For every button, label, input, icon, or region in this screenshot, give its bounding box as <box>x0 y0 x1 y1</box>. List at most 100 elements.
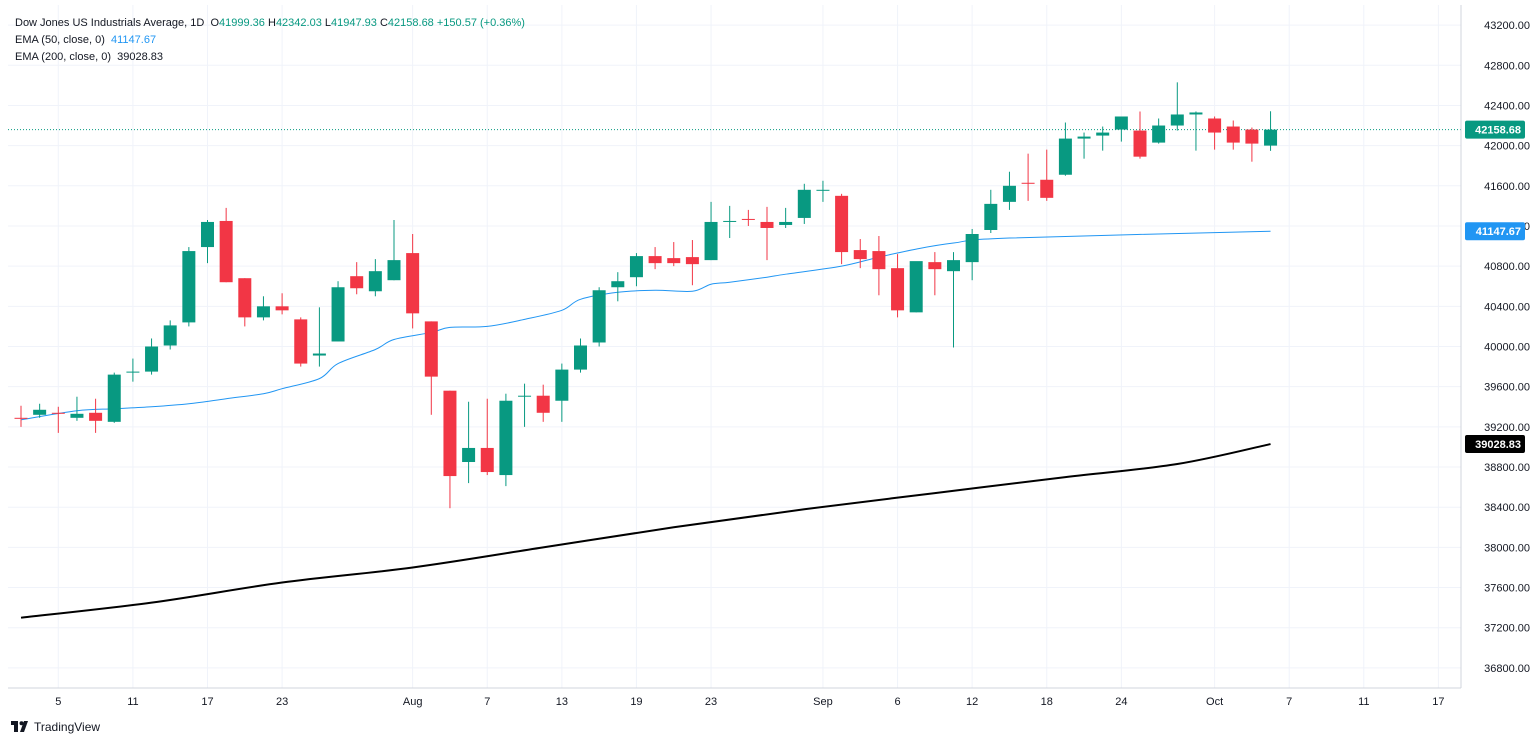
candle[interactable] <box>107 372 121 423</box>
candle[interactable] <box>816 180 830 202</box>
candle[interactable] <box>797 183 811 224</box>
tradingview-brand[interactable]: TradingView <box>11 720 100 734</box>
candle[interactable] <box>499 393 513 487</box>
price-tick-label: 39200.00 <box>1484 422 1530 434</box>
candle[interactable] <box>275 293 289 315</box>
candle[interactable] <box>312 307 326 367</box>
time-tick-label: 19 <box>630 696 642 708</box>
candle[interactable] <box>424 321 438 415</box>
ema200-value: 39028.83 <box>117 51 164 63</box>
candle-body <box>182 251 196 323</box>
candle-body <box>1002 185 1016 202</box>
candle[interactable] <box>835 193 849 265</box>
time-tick-label: 11 <box>1358 696 1369 708</box>
candle[interactable] <box>909 261 923 313</box>
candle[interactable] <box>1264 111 1278 151</box>
candle[interactable] <box>331 281 345 342</box>
candle[interactable] <box>965 228 979 281</box>
candle[interactable] <box>779 207 793 228</box>
candle[interactable] <box>219 207 233 283</box>
candle[interactable] <box>629 253 643 287</box>
candle[interactable] <box>1021 153 1035 201</box>
symbol-title[interactable]: Dow Jones US Industrials Average, 1D <box>15 17 205 29</box>
candle[interactable] <box>387 219 401 281</box>
candle[interactable] <box>1040 149 1054 201</box>
time-tick-label: Oct <box>1206 696 1223 708</box>
candle-body <box>947 260 960 272</box>
candle[interactable] <box>462 401 476 484</box>
tradingview-logo-icon <box>11 721 28 732</box>
candle[interactable] <box>611 272 625 302</box>
candle[interactable] <box>1245 127 1259 162</box>
candle[interactable] <box>555 363 569 422</box>
grid <box>8 5 1461 688</box>
candle[interactable] <box>872 236 886 296</box>
candle[interactable] <box>667 242 681 267</box>
candle[interactable] <box>294 317 308 367</box>
candle[interactable] <box>1170 82 1184 131</box>
candle[interactable] <box>723 205 737 239</box>
candle[interactable] <box>704 201 718 261</box>
candle[interactable] <box>1189 111 1203 151</box>
candle-body <box>312 353 326 356</box>
legend-ema200-row[interactable]: EMA (200, close, 0) 39028.83 <box>15 49 525 66</box>
candle[interactable] <box>574 338 587 373</box>
candle[interactable] <box>648 247 662 270</box>
candle[interactable] <box>480 398 494 476</box>
candle[interactable] <box>518 383 532 427</box>
candle[interactable] <box>1152 118 1166 144</box>
candle-body <box>499 400 513 476</box>
candle[interactable] <box>368 259 382 297</box>
brand-name: TradingView <box>34 720 101 734</box>
candle-body <box>835 195 849 253</box>
candle[interactable] <box>238 278 252 327</box>
candle[interactable] <box>1208 116 1222 150</box>
candle[interactable] <box>201 219 214 264</box>
time-axis[interactable]: 5 11 17 23 Aug 7 13 19 23 Sep 6 12 18 24 Oct 7 11 17 <box>55 696 1444 708</box>
candle[interactable] <box>1077 132 1091 159</box>
price-tick-label: 43200.00 <box>1484 20 1530 32</box>
candle[interactable] <box>947 252 960 348</box>
ema200-label: EMA (200, close, 0) <box>15 51 111 63</box>
candle-body <box>14 417 28 419</box>
candle[interactable] <box>51 406 65 433</box>
candle[interactable] <box>256 296 270 321</box>
price-tick-label: 40400.00 <box>1484 301 1530 313</box>
candle[interactable] <box>1096 126 1110 151</box>
candle[interactable] <box>70 396 84 421</box>
candle[interactable] <box>1226 120 1240 150</box>
candle-body <box>51 412 65 414</box>
candle-body <box>145 346 159 372</box>
candle[interactable] <box>891 254 905 318</box>
legend-ema50-row[interactable]: EMA (50, close, 0) 41147.67 <box>15 32 525 49</box>
candle[interactable] <box>1058 122 1072 176</box>
candle[interactable] <box>350 262 364 295</box>
close-label: C <box>379 17 388 29</box>
candle[interactable] <box>182 247 196 327</box>
candle[interactable] <box>592 287 606 347</box>
candle[interactable] <box>685 240 699 286</box>
candle[interactable] <box>89 398 103 433</box>
price-tick-label: 38800.00 <box>1484 462 1530 474</box>
candle[interactable] <box>406 234 420 329</box>
candle[interactable] <box>536 384 550 422</box>
price-axis[interactable]: 43200.00 42800.00 42400.00 42000.00 41600.00… <box>1484 20 1530 675</box>
candle-body <box>126 371 140 373</box>
candle-body <box>1152 125 1166 143</box>
candle[interactable] <box>984 189 998 234</box>
candle[interactable] <box>126 358 140 382</box>
candle[interactable] <box>760 206 774 261</box>
candle[interactable] <box>741 209 755 226</box>
candle[interactable] <box>163 320 177 350</box>
candle[interactable] <box>145 338 159 375</box>
candle[interactable] <box>443 390 457 509</box>
candle[interactable] <box>928 252 942 296</box>
candle[interactable] <box>14 405 28 427</box>
candle[interactable] <box>853 239 867 269</box>
candle[interactable] <box>1133 111 1147 159</box>
candle[interactable] <box>1002 171 1016 210</box>
candle[interactable] <box>1114 116 1128 142</box>
candle[interactable] <box>33 403 47 418</box>
last-price-tag-label: 42158.68 <box>1475 125 1521 137</box>
